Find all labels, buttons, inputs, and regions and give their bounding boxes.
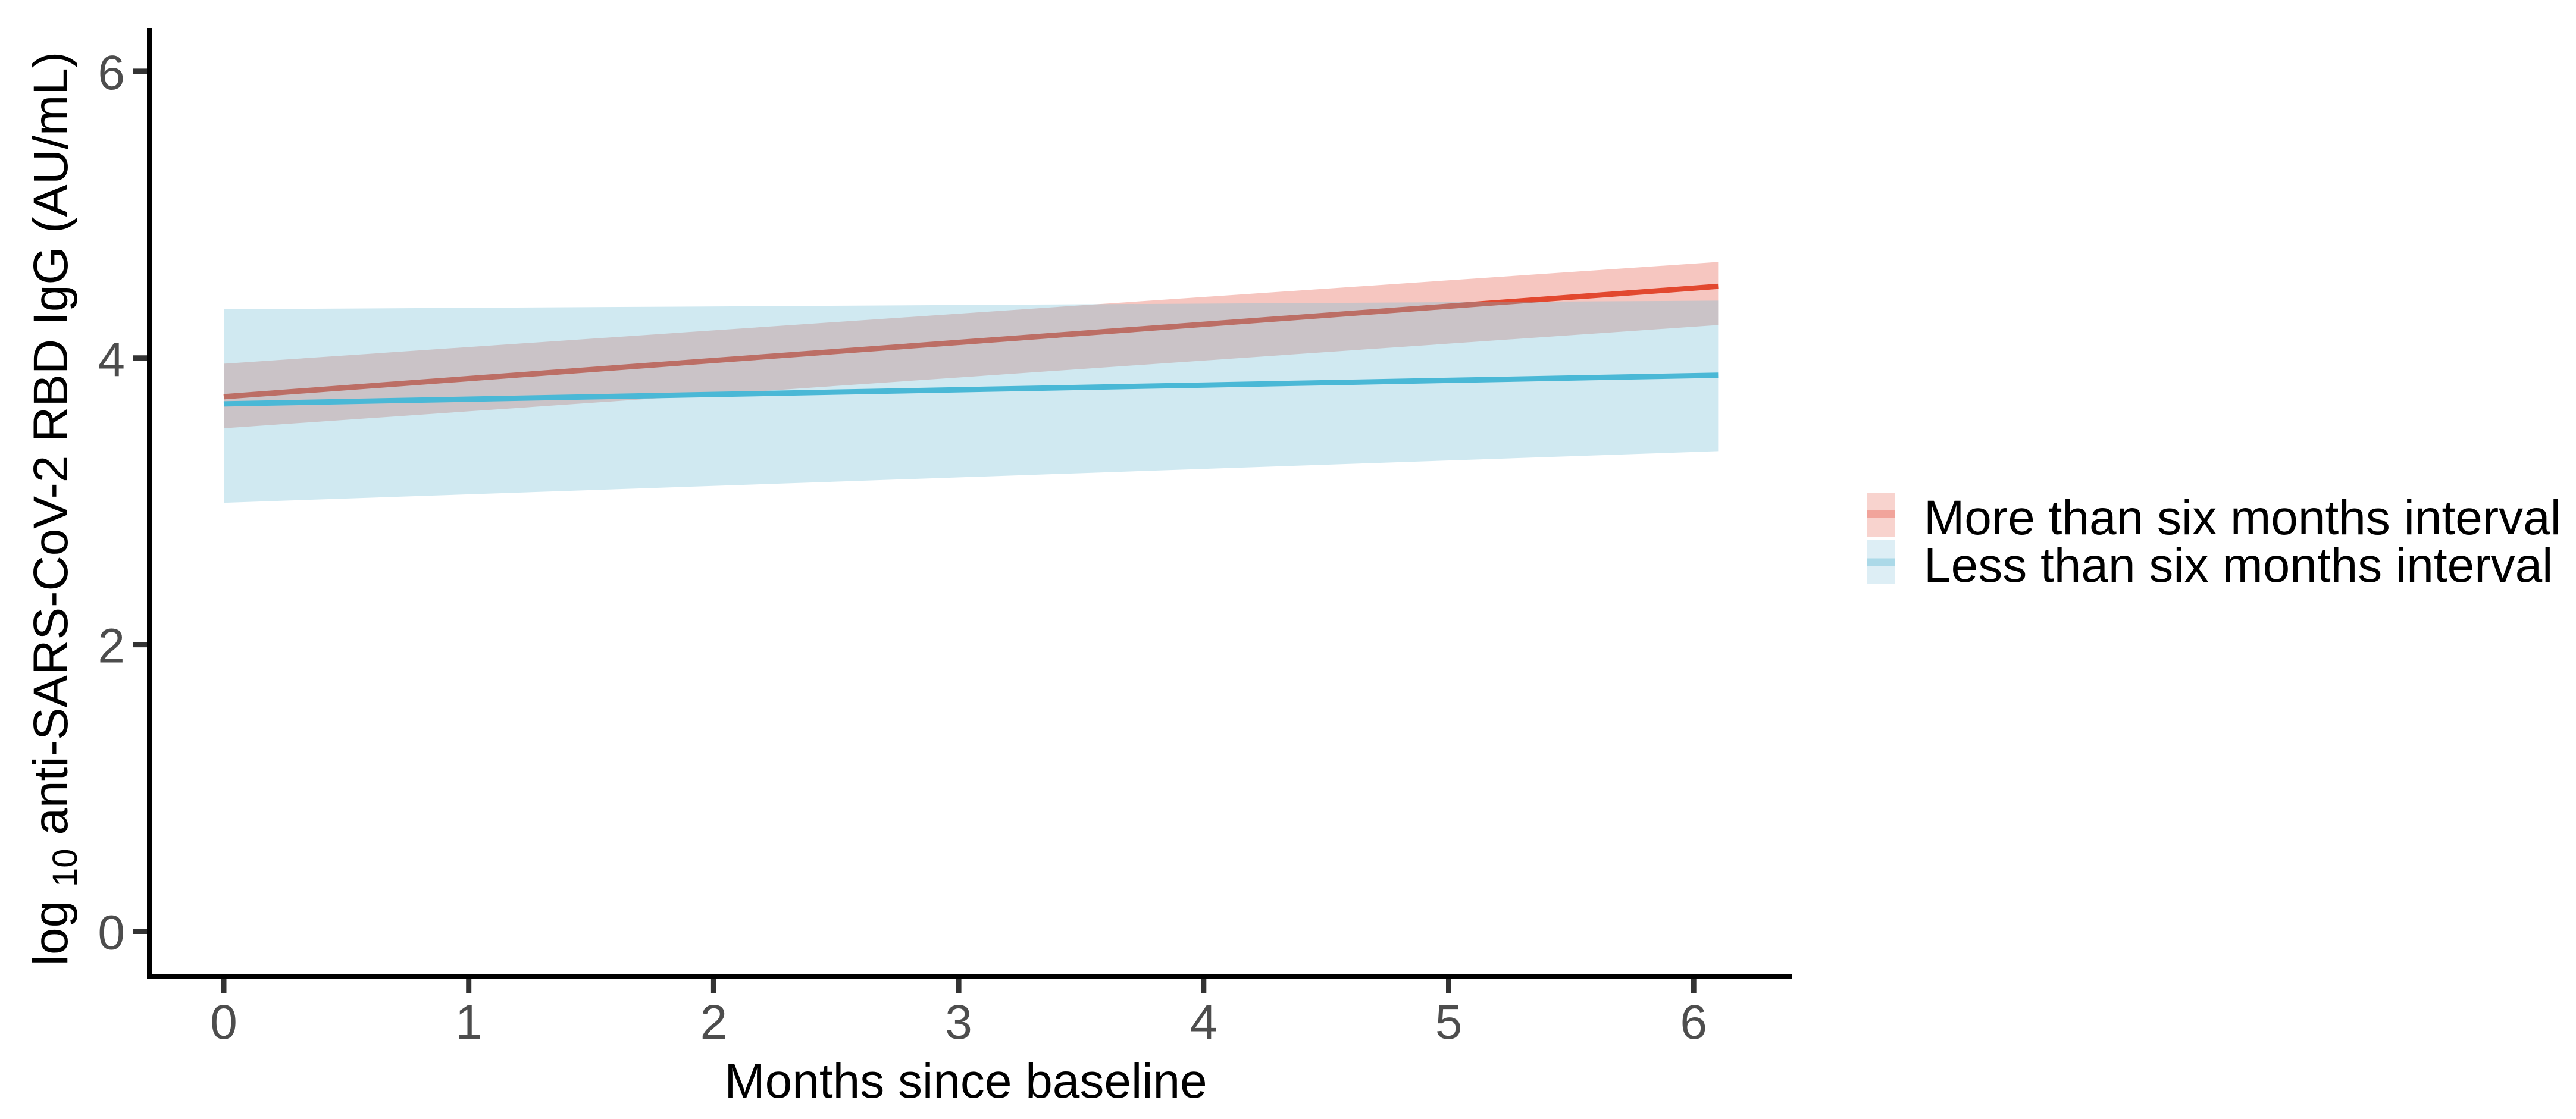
trend-line-red	[223, 283, 1719, 400]
y-axis-title: log 10 anti-SARS-CoV-2 RBD IgG (AU/mL)	[24, 52, 87, 966]
y-axis-title-subscript: 10	[46, 848, 84, 887]
y-tick-label: 2	[98, 619, 125, 673]
y-tick-label: 4	[98, 333, 125, 387]
x-tick-label: 2	[700, 995, 728, 1049]
series-layer	[223, 262, 1719, 503]
x-tick-label: 0	[210, 995, 237, 1049]
trend-line-blue	[223, 372, 1719, 407]
y-axis-title-prefix: log	[24, 901, 78, 966]
x-axis-title: Months since baseline	[724, 1054, 1207, 1108]
y-axis-title-rest: anti-SARS-CoV-2 RBD IgG (AU/mL)	[24, 52, 78, 835]
y-tick-label: 0	[98, 906, 125, 960]
x-tick-label: 1	[455, 995, 483, 1049]
y-tick-group: 0 2 4 6	[98, 46, 147, 960]
x-tick-group: 0 1 2 3 4 5 6	[210, 979, 1707, 1049]
legend-label: Less than six months interval	[1924, 538, 2553, 593]
confidence-ribbon-red	[224, 262, 1719, 428]
x-tick-label: 3	[945, 995, 972, 1049]
legend-item-less-than-six-months: Less than six months interval	[1867, 538, 2553, 593]
y-tick-label: 6	[98, 46, 125, 100]
legend-item-more-than-six-months: More than six months interval	[1867, 491, 2561, 545]
axes: 0 1 2 3 4 5 6 0 2 4 6	[98, 28, 1792, 1049]
x-tick-label: 6	[1680, 995, 1707, 1049]
legend-label: More than six months interval	[1924, 491, 2561, 545]
legend: More than six months interval Less than …	[1867, 491, 2561, 593]
confidence-ribbon-blue	[224, 300, 1719, 503]
x-tick-label: 4	[1190, 995, 1217, 1049]
x-tick-label: 5	[1435, 995, 1463, 1049]
